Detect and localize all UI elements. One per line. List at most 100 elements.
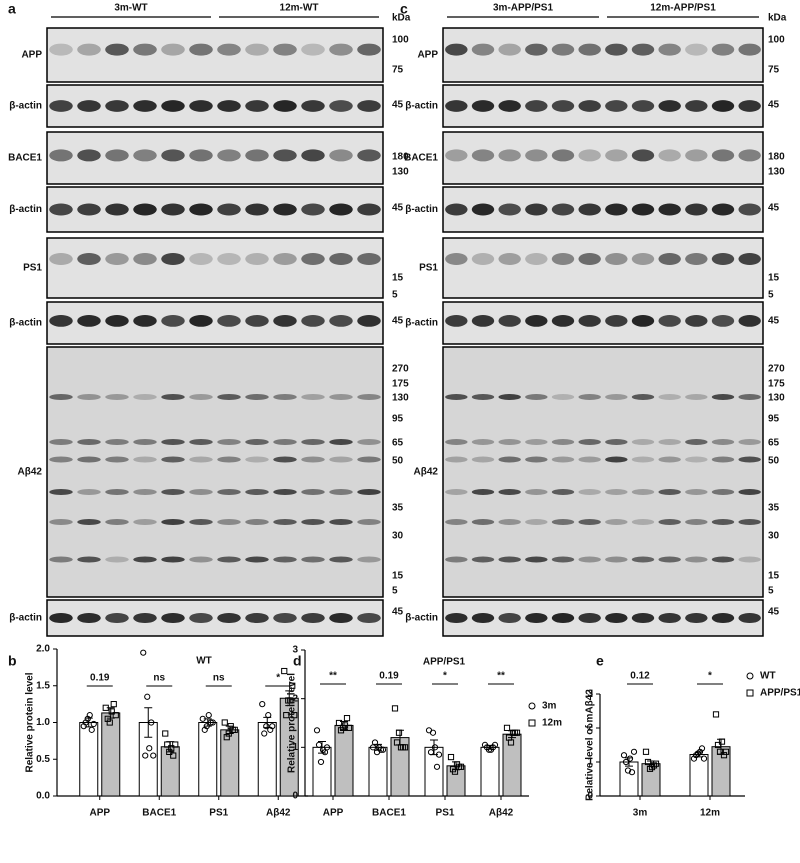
protein-label: BACE1 [404, 153, 438, 164]
protein-label: Aβ42 [414, 467, 439, 478]
blot-band [631, 100, 655, 112]
blot-band [301, 394, 325, 400]
data-point [88, 726, 95, 733]
legend-marker [528, 702, 536, 710]
data-point [281, 667, 288, 675]
protein-label: β-actin [9, 613, 42, 624]
blot-band [329, 203, 353, 216]
data-point [225, 730, 232, 737]
blot-band [357, 456, 381, 463]
significance-label: 0.19 [379, 671, 399, 682]
y-tick-label: 2.0 [36, 644, 50, 655]
blot-image [442, 301, 764, 345]
blot-band [578, 315, 601, 327]
chart-title: APP/PS1 [423, 657, 466, 668]
blot-band [498, 394, 521, 400]
blot-band [133, 253, 157, 265]
blot-band [498, 203, 521, 216]
blot-band [445, 519, 468, 525]
blot-band [77, 100, 101, 112]
blot-band [738, 253, 761, 265]
x-tick-label: APP [89, 808, 110, 819]
kda-marker: 30 [392, 531, 404, 542]
data-point [648, 764, 656, 771]
blot-band [133, 519, 157, 525]
bar [480, 746, 500, 797]
data-point [86, 712, 93, 719]
significance-label: * [708, 671, 712, 682]
significance-label: ** [497, 671, 505, 682]
x-tick-label: PS1 [209, 808, 228, 819]
blot-band [217, 456, 241, 463]
kda-marker: 130 [392, 393, 409, 404]
x-tick-label: Aβ42 [489, 808, 514, 819]
blot-band [738, 612, 761, 624]
blot-band [685, 456, 708, 463]
blot-band [245, 100, 269, 112]
kda-marker: 45 [768, 316, 780, 327]
blot-band [273, 519, 297, 525]
blot-band [329, 149, 353, 162]
blot-band [301, 43, 325, 56]
blot-band [605, 203, 628, 216]
blot-band [738, 519, 761, 525]
y-tick-label: 2 [587, 723, 593, 734]
blot-band [245, 253, 269, 265]
blot-band [525, 100, 548, 112]
blot-band [49, 43, 73, 56]
blot-band [525, 315, 548, 327]
blot-band [49, 253, 73, 265]
blot-band [525, 556, 548, 563]
blot-band [471, 253, 495, 265]
blot-band [685, 203, 708, 216]
blot-band [658, 149, 681, 162]
kda-marker: 75 [392, 65, 404, 76]
data-point [379, 746, 387, 753]
blot-band [498, 149, 521, 162]
data-point [513, 729, 521, 736]
data-point [170, 752, 177, 759]
blot-image [442, 27, 764, 83]
blot-band [357, 556, 381, 563]
blot-band [133, 456, 157, 463]
blot-band [498, 253, 521, 265]
blot-band [161, 612, 185, 624]
data-point [716, 748, 724, 755]
blot-band [711, 612, 735, 624]
group-label: 12m-APP/PS1 [650, 3, 716, 14]
blot-image [46, 131, 384, 185]
bar [198, 722, 218, 797]
blot-band [605, 556, 628, 563]
kda-marker: 15 [392, 571, 404, 582]
panel-letter: c [400, 1, 408, 17]
blot-band [551, 519, 575, 525]
blot-band [631, 439, 655, 445]
blot-band [301, 203, 325, 216]
blot-band [329, 439, 353, 445]
data-point [102, 704, 109, 711]
blot-band [685, 315, 708, 327]
blot-band [605, 149, 628, 162]
blot-band [329, 43, 353, 56]
blot-band [471, 394, 495, 400]
y-axis-title: Relative level of mAβ42 [585, 689, 596, 801]
blot-band [525, 43, 548, 56]
legend-label: 12m [542, 718, 562, 729]
blot-band [711, 489, 735, 495]
protein-label: BACE1 [8, 153, 42, 164]
blot-band [133, 439, 157, 445]
kda-marker: 5 [768, 586, 774, 597]
blot-band [658, 612, 681, 624]
blot-band [551, 612, 575, 624]
y-tick-label: 0.0 [36, 791, 50, 802]
legend-label: 3m [542, 701, 557, 712]
y-tick-label: 0 [587, 791, 593, 802]
blot-band [605, 394, 628, 400]
protein-label: β-actin [9, 318, 42, 329]
blot-band [77, 519, 101, 525]
blot-band [217, 149, 241, 162]
blot-band [245, 149, 269, 162]
kda-marker: 35 [392, 503, 404, 514]
blot-band [578, 439, 601, 445]
group-label: 12m-WT [280, 3, 319, 14]
